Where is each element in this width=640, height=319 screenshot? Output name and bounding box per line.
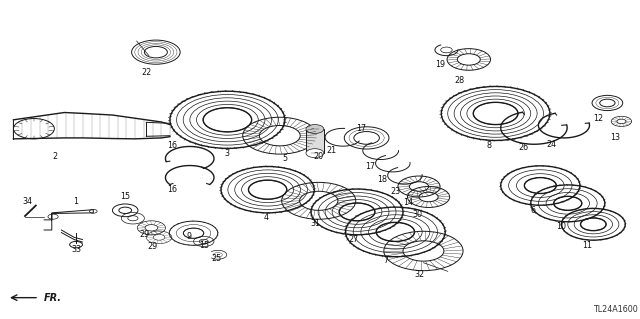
Text: 3: 3 — [225, 149, 230, 158]
Text: 33: 33 — [71, 245, 81, 254]
Text: 12: 12 — [593, 114, 603, 123]
Text: 6: 6 — [531, 206, 536, 215]
Text: 19: 19 — [435, 60, 445, 69]
Text: 21: 21 — [326, 146, 337, 155]
Text: 14: 14 — [403, 198, 413, 207]
Text: 20: 20 — [314, 152, 324, 161]
Text: FR.: FR. — [44, 293, 62, 303]
Text: TL24A1600: TL24A1600 — [593, 306, 638, 315]
Text: 32: 32 — [414, 270, 424, 279]
Text: 16: 16 — [167, 185, 177, 194]
Text: 5: 5 — [282, 154, 287, 163]
Text: 30: 30 — [412, 210, 422, 219]
Text: 24: 24 — [546, 140, 556, 149]
Text: 2: 2 — [52, 152, 58, 161]
Circle shape — [306, 149, 324, 158]
Text: 11: 11 — [582, 241, 592, 250]
Circle shape — [306, 124, 324, 133]
Text: 23: 23 — [390, 187, 401, 197]
Text: 4: 4 — [263, 213, 268, 222]
Text: 34: 34 — [22, 197, 33, 206]
Text: 16: 16 — [167, 141, 177, 150]
Text: 7: 7 — [384, 256, 389, 265]
Text: 13: 13 — [610, 133, 620, 142]
Text: 17: 17 — [356, 124, 367, 133]
Text: 27: 27 — [348, 235, 358, 244]
Text: 29: 29 — [148, 242, 158, 251]
Text: 9: 9 — [186, 232, 191, 241]
Text: 29: 29 — [140, 230, 150, 239]
Text: 31: 31 — [310, 219, 321, 228]
Text: 10: 10 — [556, 222, 566, 231]
Text: 17: 17 — [365, 162, 375, 171]
Text: 15: 15 — [198, 241, 209, 250]
Text: 8: 8 — [487, 141, 492, 150]
FancyBboxPatch shape — [306, 129, 324, 153]
Text: 18: 18 — [378, 175, 388, 184]
Text: 22: 22 — [141, 68, 152, 77]
Text: 28: 28 — [454, 76, 464, 85]
Text: 1: 1 — [74, 197, 79, 206]
Text: 25: 25 — [211, 254, 221, 263]
Text: 26: 26 — [518, 143, 528, 152]
Text: 15: 15 — [120, 191, 131, 201]
